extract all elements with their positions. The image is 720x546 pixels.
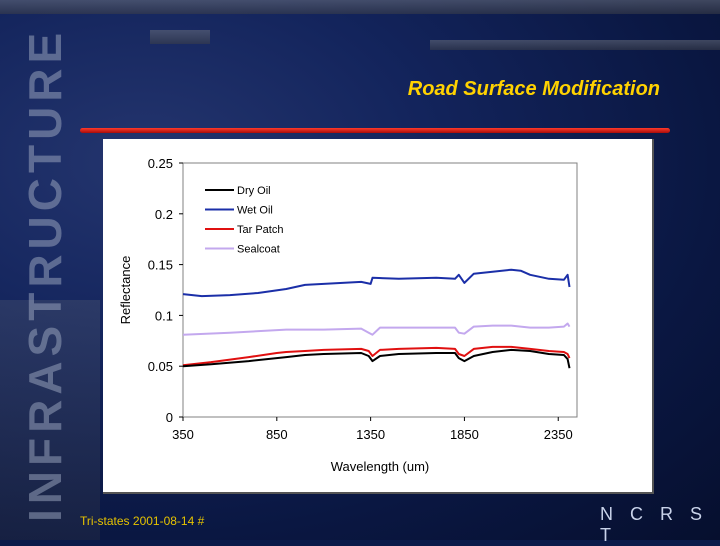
- background-word: INFRASTRUCTURE: [19, 27, 71, 522]
- series-line-sealcoat: [182, 322, 571, 336]
- reflectance-chart: 0 0.05 0.1 0.15 0.2 0.25 350 850 1350 1850 2350 Wav…: [118, 156, 578, 474]
- x-tick-label: 850: [266, 427, 288, 442]
- title-divider: [80, 128, 670, 133]
- background-beam: [0, 0, 720, 14]
- y-tick-label: 0.15: [148, 258, 173, 273]
- series-line-wet-oil: [182, 268, 571, 298]
- x-tick-label: 2350: [544, 427, 573, 442]
- x-axis-label: Wavelength (um): [331, 459, 430, 474]
- x-tick-label: 1850: [450, 427, 479, 442]
- legend-label: Sealcoat: [237, 244, 280, 256]
- legend-label: Dry Oil: [237, 185, 271, 197]
- background-beam: [430, 40, 720, 50]
- footer-date: Tri-states 2001-08-14 #: [80, 514, 205, 528]
- chart-panel: 0 0.05 0.1 0.15 0.2 0.25 350 850 1350 1850 2350 Wav…: [103, 139, 654, 494]
- y-tick-label: 0.1: [155, 308, 173, 323]
- y-tick-label: 0: [166, 410, 173, 425]
- footer-brand: N C R S T: [600, 504, 709, 545]
- x-tick-label: 1350: [356, 427, 385, 442]
- series-line-dry-oil: [182, 348, 571, 369]
- y-axis-label: Reflectance: [118, 256, 133, 325]
- background-beam: [0, 300, 100, 540]
- legend-label: Tar Patch: [237, 224, 283, 236]
- slide-title: Road Surface Modification: [407, 78, 660, 100]
- y-tick-label: 0.2: [155, 207, 173, 222]
- x-tick-label: 350: [172, 427, 194, 442]
- plot-area: [182, 162, 578, 418]
- background-beam: [150, 30, 210, 44]
- y-tick-label: 0.25: [148, 156, 173, 171]
- legend-label: Wet Oil: [237, 205, 273, 217]
- y-tick-label: 0.05: [148, 359, 173, 374]
- series-line-tar-patch: [182, 345, 571, 367]
